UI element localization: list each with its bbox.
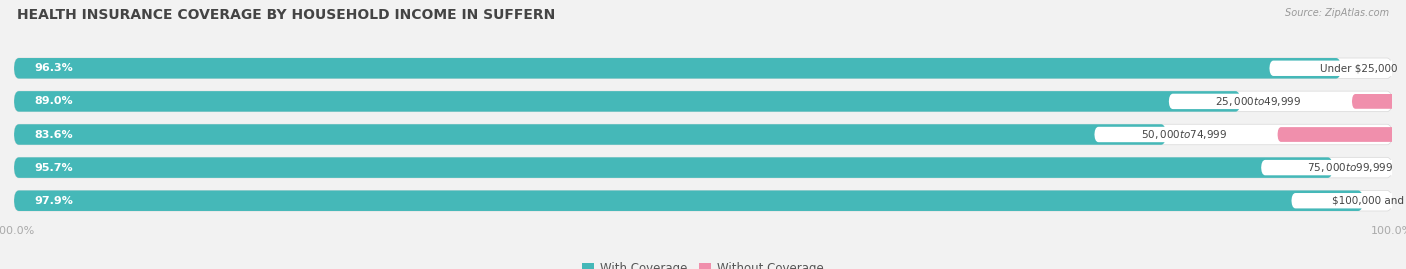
Text: $75,000 to $99,999: $75,000 to $99,999 [1308,161,1393,174]
FancyBboxPatch shape [14,91,1240,112]
Text: 97.9%: 97.9% [35,196,73,206]
Legend: With Coverage, Without Coverage: With Coverage, Without Coverage [578,258,828,269]
Text: $50,000 to $74,999: $50,000 to $74,999 [1140,128,1227,141]
Text: Source: ZipAtlas.com: Source: ZipAtlas.com [1285,8,1389,18]
FancyBboxPatch shape [1278,127,1406,142]
Text: $100,000 and over: $100,000 and over [1331,196,1406,206]
FancyBboxPatch shape [14,58,1341,79]
FancyBboxPatch shape [1094,127,1274,142]
Text: 96.3%: 96.3% [35,63,73,73]
FancyBboxPatch shape [14,124,1166,145]
FancyBboxPatch shape [14,157,1392,178]
FancyBboxPatch shape [1261,160,1406,175]
FancyBboxPatch shape [1168,94,1348,109]
FancyBboxPatch shape [14,157,1333,178]
FancyBboxPatch shape [14,190,1392,211]
Text: 89.0%: 89.0% [35,96,73,107]
FancyBboxPatch shape [14,190,1362,211]
Text: Under $25,000: Under $25,000 [1320,63,1398,73]
FancyBboxPatch shape [14,91,1392,112]
FancyBboxPatch shape [1353,94,1406,109]
FancyBboxPatch shape [14,58,1392,79]
FancyBboxPatch shape [1270,61,1406,76]
Text: $25,000 to $49,999: $25,000 to $49,999 [1215,95,1302,108]
Text: HEALTH INSURANCE COVERAGE BY HOUSEHOLD INCOME IN SUFFERN: HEALTH INSURANCE COVERAGE BY HOUSEHOLD I… [17,8,555,22]
Text: 95.7%: 95.7% [35,162,73,173]
FancyBboxPatch shape [14,124,1392,145]
Text: 83.6%: 83.6% [35,129,73,140]
FancyBboxPatch shape [1291,193,1406,208]
